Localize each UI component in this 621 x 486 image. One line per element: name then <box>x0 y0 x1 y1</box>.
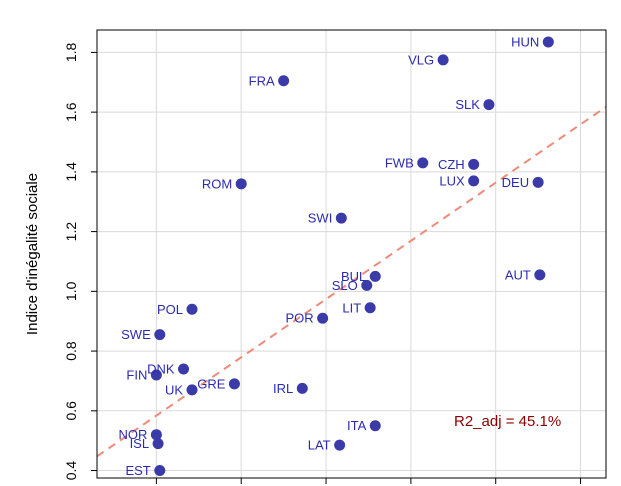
point-label-deu: DEU <box>502 175 529 190</box>
point-label-hun: HUN <box>511 34 539 49</box>
point-label-slk: SLK <box>455 97 480 112</box>
data-point-lux <box>468 175 480 187</box>
point-label-fra: FRA <box>249 73 275 88</box>
point-label-lux: LUX <box>439 173 465 188</box>
point-label-dnk: DNK <box>147 361 175 376</box>
point-label-lit: LIT <box>342 300 361 315</box>
point-label-aut: AUT <box>505 267 531 282</box>
point-label-bul: BUL <box>341 269 366 284</box>
point-label-nor: NOR <box>118 427 147 442</box>
data-point-rom <box>235 178 247 190</box>
point-label-fin: FIN <box>126 367 147 382</box>
data-point-fin <box>150 369 162 381</box>
data-point-aut <box>534 269 546 281</box>
point-label-czh: CZH <box>438 157 465 172</box>
point-label-por: POR <box>285 311 313 326</box>
data-point-swe <box>154 329 166 341</box>
data-point-irl <box>296 382 308 394</box>
point-label-vlg: VLG <box>408 52 434 67</box>
data-point-hun <box>542 36 554 48</box>
y-axis: 0.4 0.6 0.8 1.0 1.2 1.4 1.6 1.8 <box>63 42 582 484</box>
data-point-nor <box>150 429 162 441</box>
y-tick-label: 1.0 <box>63 281 79 301</box>
r2-annotation: R2_adj = 45.1% <box>454 413 561 430</box>
point-label-est: EST <box>125 463 150 478</box>
point-label-uk: UK <box>165 382 183 397</box>
data-point-fwb <box>417 157 429 169</box>
point-label-gre: GRE <box>197 376 226 391</box>
data-points <box>150 36 554 477</box>
trendline-layer <box>96 106 607 458</box>
data-point-deu <box>532 176 544 188</box>
point-label-rom: ROM <box>202 176 232 191</box>
data-point-uk <box>186 384 198 396</box>
data-point-isl <box>152 438 164 450</box>
y-tick-label: 1.2 <box>63 222 79 242</box>
plot-frame <box>96 29 607 479</box>
point-label-isl: ISL <box>130 436 150 451</box>
y-tick-label: 1.4 <box>63 162 79 182</box>
point-label-swe: SWE <box>121 327 151 342</box>
data-point-por <box>317 312 329 324</box>
data-point-lit <box>364 302 376 314</box>
y-tick-label: 1.6 <box>63 102 79 122</box>
point-label-fwb: FWB <box>385 155 414 170</box>
point-label-pol: POL <box>157 302 183 317</box>
data-point-vlg <box>437 54 449 66</box>
point-label-slo: SLO <box>332 278 358 293</box>
data-point-slo <box>361 279 373 291</box>
point-label-swi: SWI <box>308 211 333 226</box>
data-point-pol <box>186 303 198 315</box>
trend-line <box>96 106 607 458</box>
y-tick-label: 0.8 <box>63 341 79 361</box>
data-point-bul <box>369 270 381 282</box>
point-label-ita: ITA <box>347 418 367 433</box>
point-label-irl: IRL <box>273 381 293 396</box>
data-point-ita <box>369 420 381 432</box>
y-tick-label: 0.6 <box>63 401 79 421</box>
data-point-slk <box>483 99 495 111</box>
y-tick-label: 0.4 <box>63 461 79 481</box>
point-label-lat: LAT <box>308 438 331 453</box>
data-point-dnk <box>178 363 190 375</box>
data-point-swi <box>335 212 347 224</box>
y-axis-label: Indice d'inégalité sociale <box>24 173 41 335</box>
data-point-fra <box>278 75 290 87</box>
data-point-czh <box>468 158 480 170</box>
y-tick-label: 1.8 <box>63 42 79 62</box>
data-point-est <box>154 465 166 477</box>
data-point-gre <box>228 378 240 390</box>
grid-lines <box>97 30 606 478</box>
data-point-lat <box>334 439 346 451</box>
